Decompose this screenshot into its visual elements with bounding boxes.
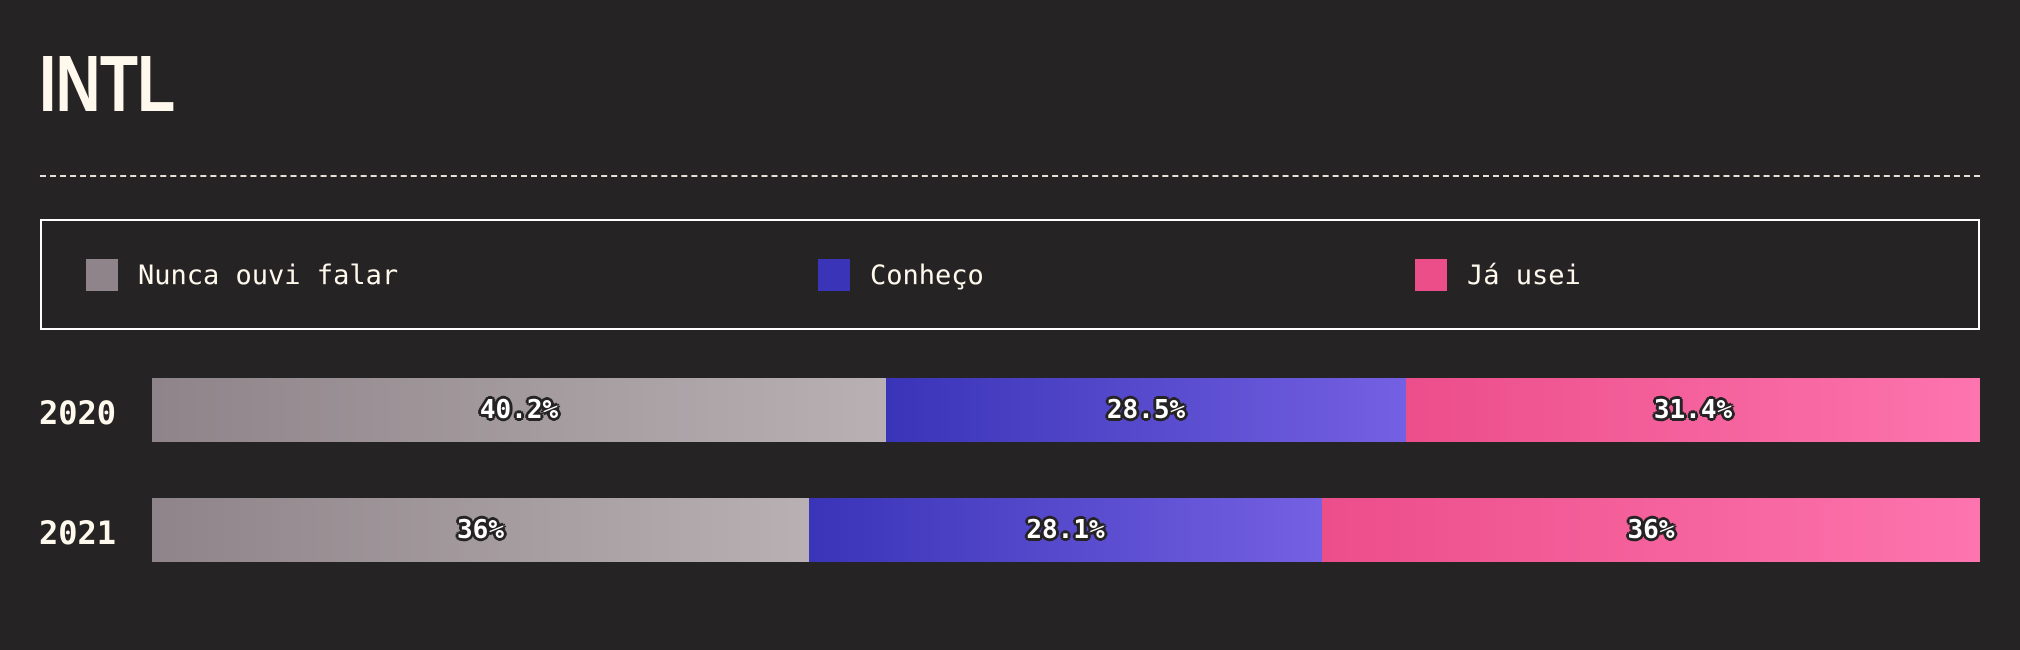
bar-nunca-ouvi-falar-2021: 36% bbox=[152, 498, 809, 562]
data-label-nunca-ouvi-falar-2020: 40.2% bbox=[479, 395, 559, 425]
bar-ja-usei-2021: 36% bbox=[1322, 498, 1980, 562]
legend: Nunca ouvi falar Conheço Já usei bbox=[40, 219, 1980, 330]
legend-swatch-conheco bbox=[818, 259, 850, 291]
legend-item-nunca-ouvi-falar: Nunca ouvi falar bbox=[86, 259, 398, 291]
legend-swatch-ja-usei bbox=[1415, 259, 1447, 291]
data-label-ja-usei-2021: 36% bbox=[1627, 515, 1675, 545]
data-label-conheco-2021: 28.1% bbox=[1026, 515, 1105, 545]
year-label-2021: 2021 bbox=[39, 514, 117, 552]
bar-conheco-2020: 28.5% bbox=[886, 378, 1406, 442]
bar-row-2020: 40.2% 28.5% 31.4% bbox=[152, 378, 1980, 442]
legend-label-ja-usei: Já usei bbox=[1467, 259, 1581, 291]
bar-nunca-ouvi-falar-2020: 40.2% bbox=[152, 378, 886, 442]
bar-ja-usei-2020: 31.4% bbox=[1406, 378, 1980, 442]
year-label-2020: 2020 bbox=[39, 394, 117, 432]
legend-label-conheco: Conheço bbox=[870, 259, 984, 291]
bar-conheco-2021: 28.1% bbox=[809, 498, 1322, 562]
title-divider bbox=[40, 175, 1980, 177]
chart-title: INTL bbox=[39, 39, 175, 128]
data-label-nunca-ouvi-falar-2021: 36% bbox=[457, 515, 504, 545]
data-label-ja-usei-2020: 31.4% bbox=[1653, 395, 1733, 425]
legend-label-nunca-ouvi-falar: Nunca ouvi falar bbox=[138, 259, 399, 291]
legend-swatch-nunca-ouvi-falar bbox=[86, 259, 118, 291]
bar-row-2021: 36% 28.1% 36% bbox=[152, 498, 1980, 562]
legend-item-ja-usei: Já usei bbox=[1415, 259, 1581, 291]
data-label-conheco-2020: 28.5% bbox=[1106, 395, 1186, 425]
legend-item-conheco: Conheço bbox=[818, 259, 984, 291]
